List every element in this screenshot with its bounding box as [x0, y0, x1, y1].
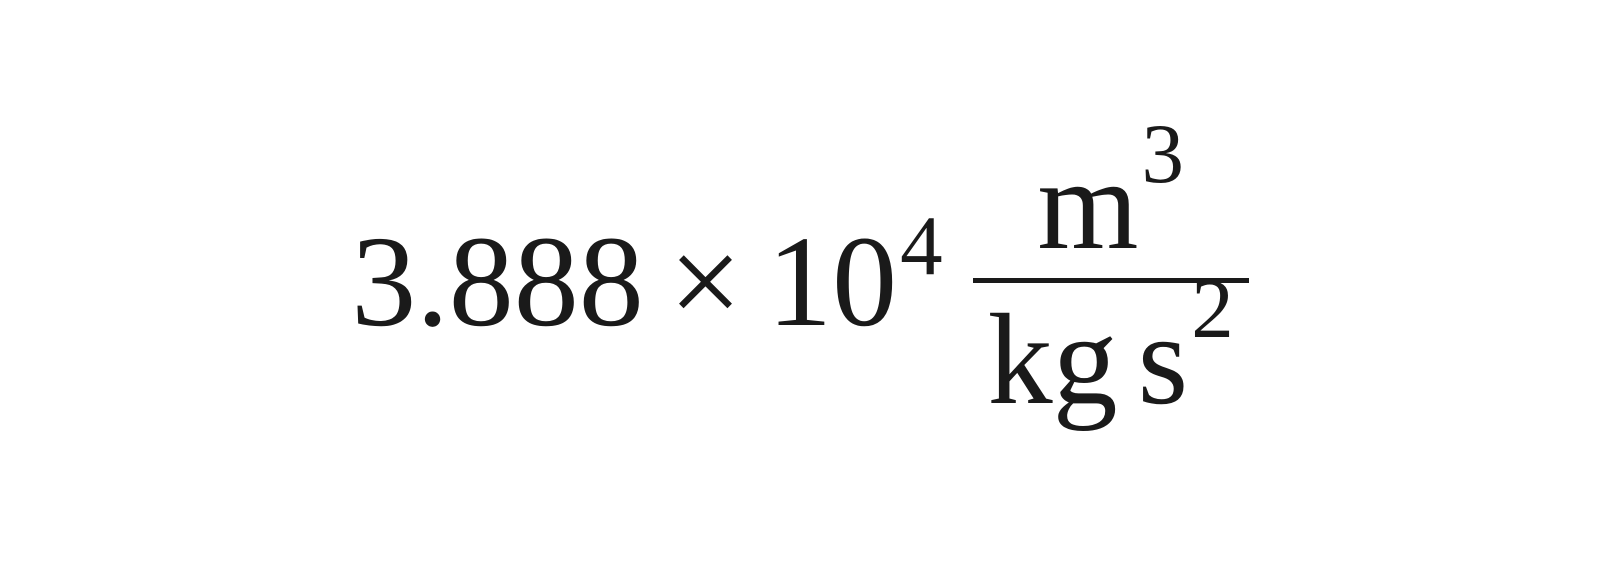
denominator-exponent: 2 — [1191, 260, 1234, 358]
fraction-numerator: m3 — [1022, 140, 1199, 278]
power-term: 104 — [767, 207, 943, 357]
times-symbol: × — [669, 207, 742, 357]
numerator-exponent: 3 — [1141, 105, 1184, 203]
numerator-unit: m — [1037, 140, 1138, 270]
denominator-unit-2: s — [1138, 295, 1189, 425]
power-base: 10 — [767, 210, 897, 354]
denominator-unit-1: kg — [988, 295, 1118, 425]
units-fraction: m3 kgs2 — [973, 140, 1249, 425]
coefficient-value: 3.888 — [351, 207, 644, 357]
power-exponent: 4 — [900, 199, 943, 293]
fraction-denominator: kgs2 — [973, 283, 1249, 425]
physics-equation: 3.888 × 104 m3 kgs2 — [351, 140, 1248, 425]
